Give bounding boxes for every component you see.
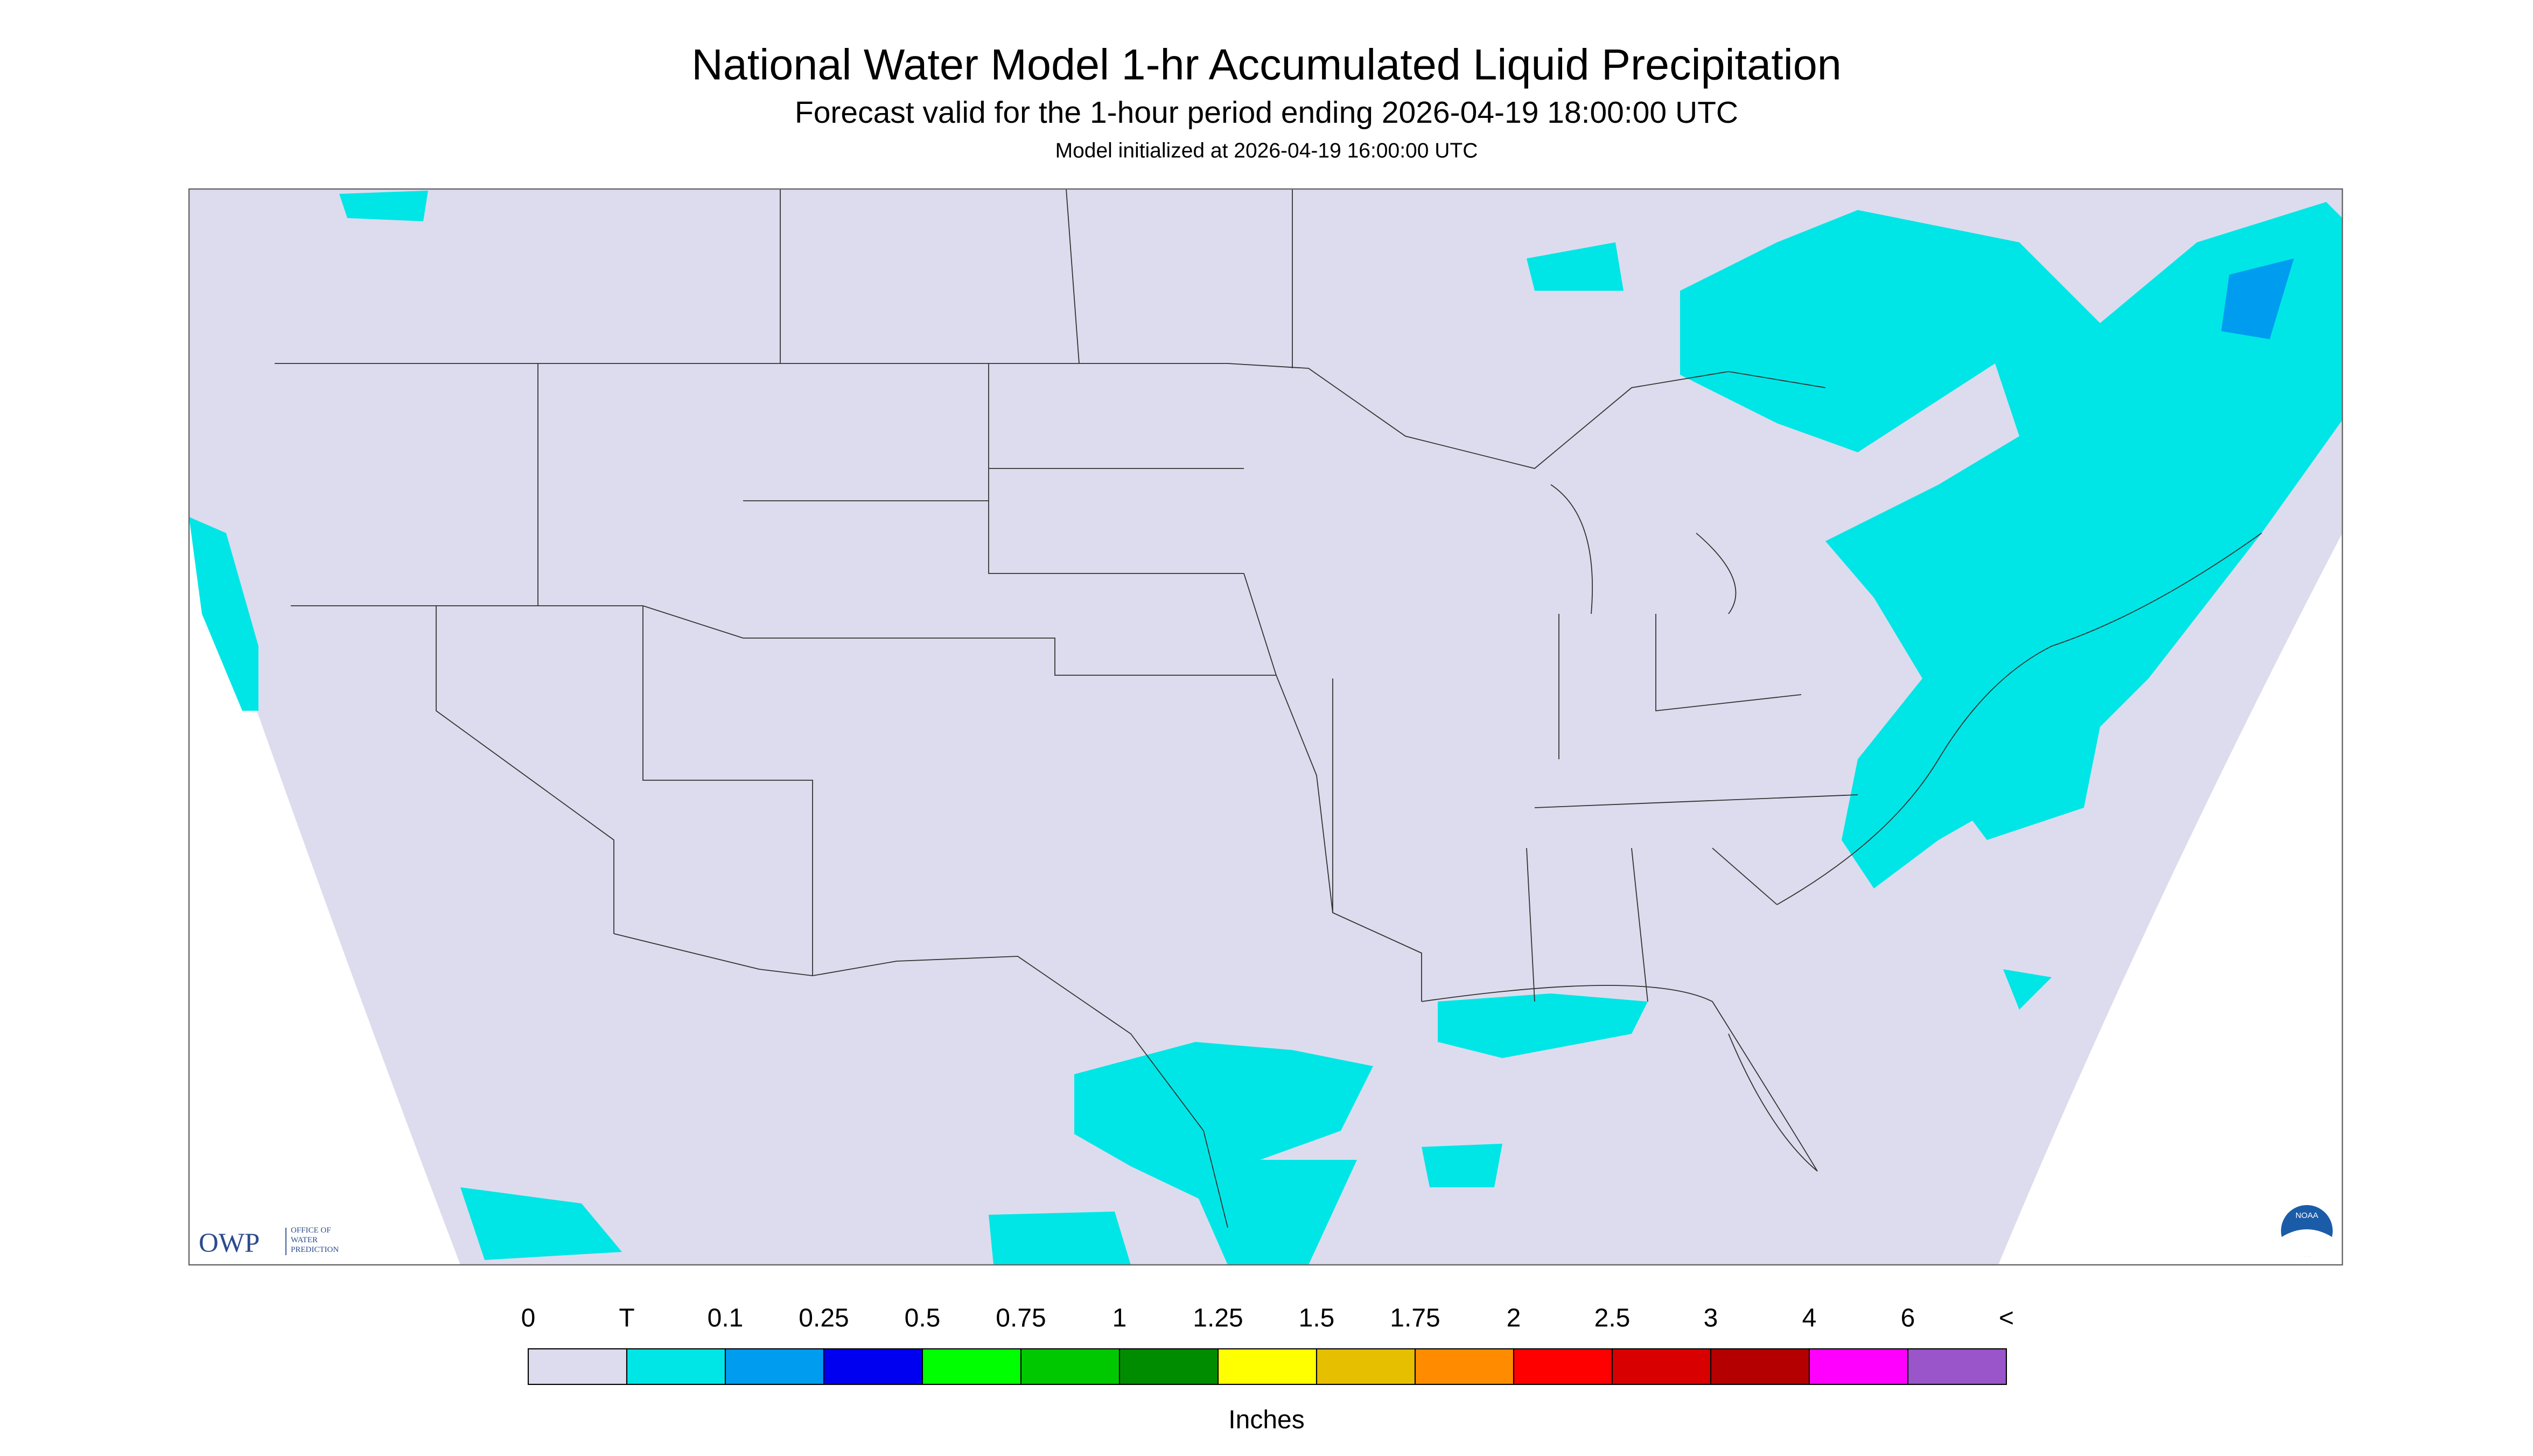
rain-area [1527,242,1624,291]
legend-swatch [823,1348,923,1385]
legend: 0 T 0.1 0.25 0.5 0.75 1 1.25 1.5 1.75 2 2.5 3 4 6 < [521,1304,2014,1385]
legend-swatch [724,1348,825,1385]
rain-area [339,191,428,222]
rain-area [460,1187,622,1261]
noaa-logo: NOAA [2281,1205,2333,1257]
legend-label: 2.5 [1594,1304,1631,1333]
legend-swatch [1907,1348,2007,1385]
legend-label: 0.75 [996,1304,1046,1333]
map-frame [188,188,2343,1266]
legend-label: 1 [1112,1304,1127,1333]
rain-area [1074,1042,1373,1265]
legend-swatch [626,1348,726,1385]
legend-label: 1.5 [1299,1304,1335,1333]
legend-swatch [921,1348,1022,1385]
logo-text: OFFICE OF [291,1226,331,1235]
legend-swatch [1217,1348,1318,1385]
rain-area [989,1212,1131,1265]
legend-label: < [1999,1304,2014,1333]
rain-area [1939,727,2100,841]
rain-area [1438,993,1648,1059]
legend-swatch [1710,1348,1810,1385]
legend-label: 0.25 [799,1304,849,1333]
init-time: Model initialized at 2026-04-19 16:00:00… [1055,139,1478,162]
legend-swatch [1808,1348,1909,1385]
legend-swatch [527,1348,628,1385]
legend-swatch [1118,1348,1219,1385]
legend-swatch [1316,1348,1416,1385]
map: OWP OFFICE OF WATER PREDICTION NOAA [188,188,2343,1266]
rain-area [1680,202,2342,889]
legend-label: T [619,1304,634,1333]
legend-label: 0.5 [905,1304,941,1333]
legend-label: 6 [1901,1304,1915,1333]
logo-acronym: OWP [199,1228,260,1258]
legend-swatch [1414,1348,1515,1385]
precip-areas [189,191,2342,1265]
rain-area [2221,258,2294,340]
rain-area [1422,1144,1502,1188]
boundaries [275,189,2262,1228]
legend-swatch [1513,1348,1613,1385]
legend-swatch [1611,1348,1712,1385]
model-domain [189,189,2342,1265]
rain-area [2003,969,2052,1010]
logo-text: WATER [291,1236,318,1244]
legend-label: 2 [1507,1304,1521,1333]
noaa-text: NOAA [2296,1211,2319,1220]
legend-unit: Inches [1228,1406,1304,1434]
legend-label: 4 [1802,1304,1817,1333]
logo-text: PREDICTION [291,1245,339,1254]
legend-swatch [1020,1348,1121,1385]
legend-label: 0 [521,1304,536,1333]
legend-label: 1.75 [1390,1304,1440,1333]
owp-logo: OWP OFFICE OF WATER PREDICTION [199,1226,339,1258]
subtitle: Forecast valid for the 1-hour period end… [795,95,1738,130]
rain-area [189,517,258,711]
legend-label: 1.25 [1193,1304,1243,1333]
legend-label: 0.1 [708,1304,744,1333]
legend-label: 3 [1704,1304,1718,1333]
title: National Water Model 1-hr Accumulated Li… [691,40,1842,89]
